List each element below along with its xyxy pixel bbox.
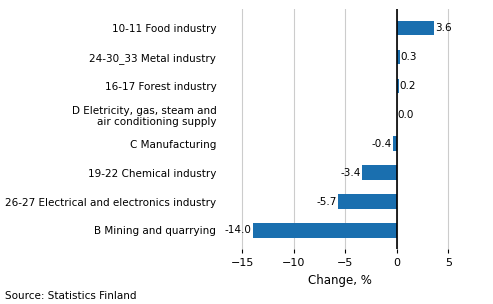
Text: -5.7: -5.7 bbox=[317, 197, 337, 206]
Text: -0.4: -0.4 bbox=[371, 139, 391, 149]
Bar bbox=[397, 78, 399, 93]
Text: 0.2: 0.2 bbox=[400, 81, 417, 91]
Text: 0.0: 0.0 bbox=[398, 110, 414, 120]
Text: 3.6: 3.6 bbox=[435, 23, 452, 33]
Text: -14.0: -14.0 bbox=[225, 226, 252, 236]
Bar bbox=[253, 223, 397, 238]
Bar bbox=[338, 194, 397, 209]
X-axis label: Change, %: Change, % bbox=[308, 274, 372, 287]
Bar bbox=[397, 21, 434, 35]
Text: -3.4: -3.4 bbox=[340, 168, 361, 178]
Bar bbox=[392, 136, 397, 151]
Text: 0.3: 0.3 bbox=[401, 52, 418, 62]
Text: Source: Statistics Finland: Source: Statistics Finland bbox=[5, 291, 137, 301]
Bar bbox=[362, 165, 397, 180]
Bar bbox=[397, 50, 400, 64]
